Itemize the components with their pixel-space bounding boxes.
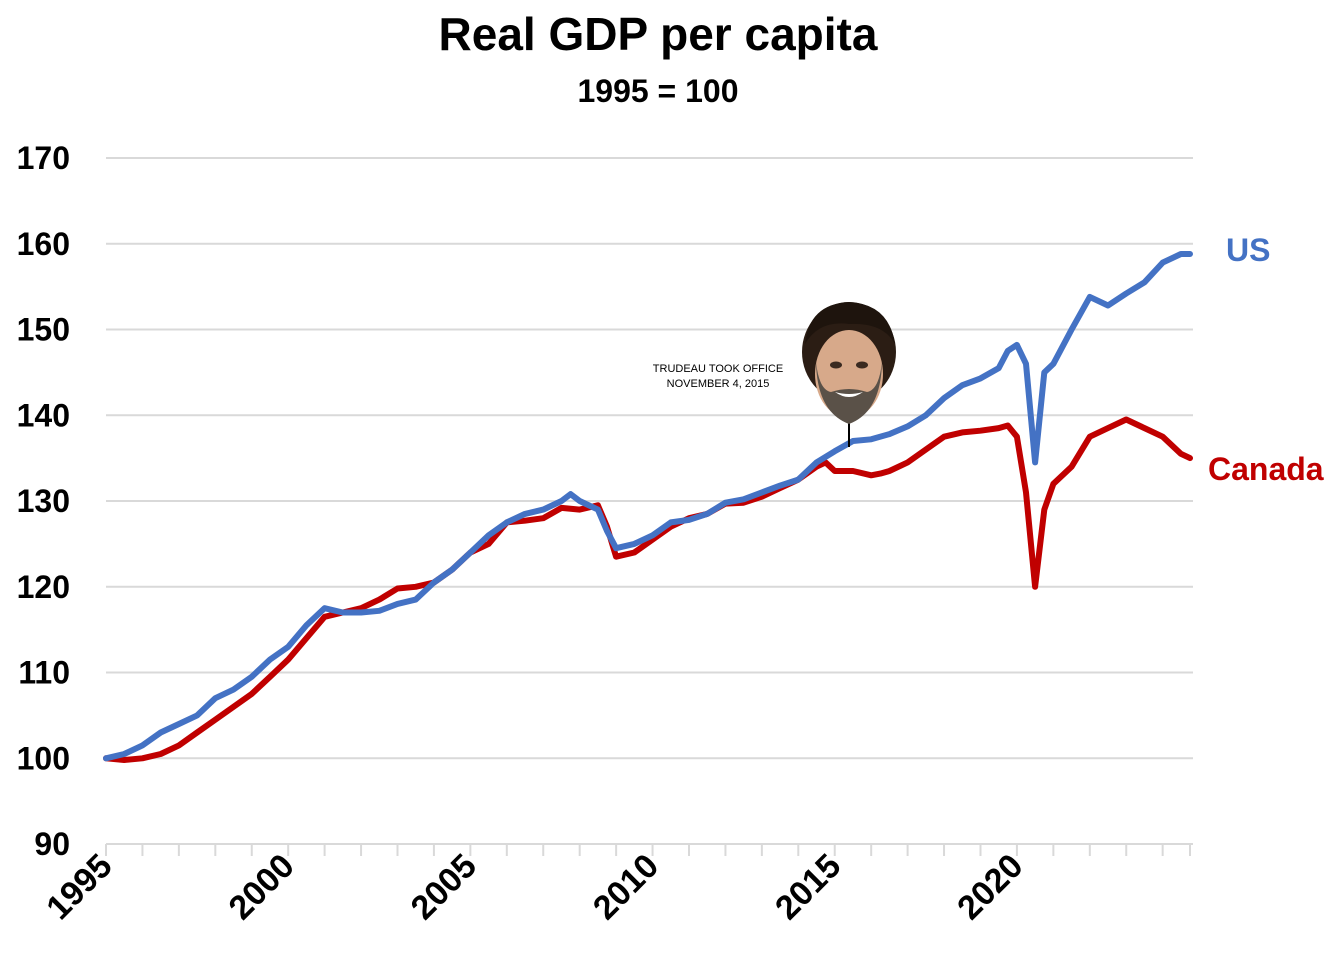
x-tick-label-2010: 2010 [586,847,666,927]
x-axis: 1995 2000 2005 2010 2015 2020 [39,843,1193,927]
series-lines [103,251,1193,763]
legend: US Canada [1208,232,1324,487]
y-tick-label-110: 110 [18,655,70,691]
y-tick-label-100: 100 [17,740,70,776]
legend-label-us: US [1226,232,1270,268]
chart-title: Real GDP per capita [439,8,878,60]
x-tick-label-2005: 2005 [404,847,484,927]
annotation-label-line2: NOVEMBER 4, 2015 [667,378,770,390]
legend-label-canada: Canada [1208,451,1324,487]
y-tick-label-120: 120 [17,569,70,605]
chart-subtitle: 1995 = 100 [577,73,738,109]
series-line-us [103,251,1193,762]
x-tick-label-2015: 2015 [768,847,848,927]
annotation-label-line1: TRUDEAU TOOK OFFICE [653,363,783,375]
y-tick-label-130: 130 [17,483,70,519]
y-tick-label-140: 140 [17,397,70,433]
y-tick-label-160: 160 [17,226,70,262]
y-tick-label-150: 150 [17,312,70,348]
gridlines [106,157,1193,760]
x-tick-label-2000: 2000 [221,847,301,927]
series-line-canada [103,416,1193,763]
y-tick-label-90: 90 [34,826,70,862]
trudeau-annotation: TRUDEAU TOOK OFFICE NOVEMBER 4, 2015 [653,302,896,447]
x-tick-label-2020: 2020 [950,847,1030,927]
trudeau-portrait [802,302,896,424]
y-tick-label-170: 170 [17,140,70,176]
y-axis: 90 100 110 120 130 140 150 160 170 [17,140,70,862]
